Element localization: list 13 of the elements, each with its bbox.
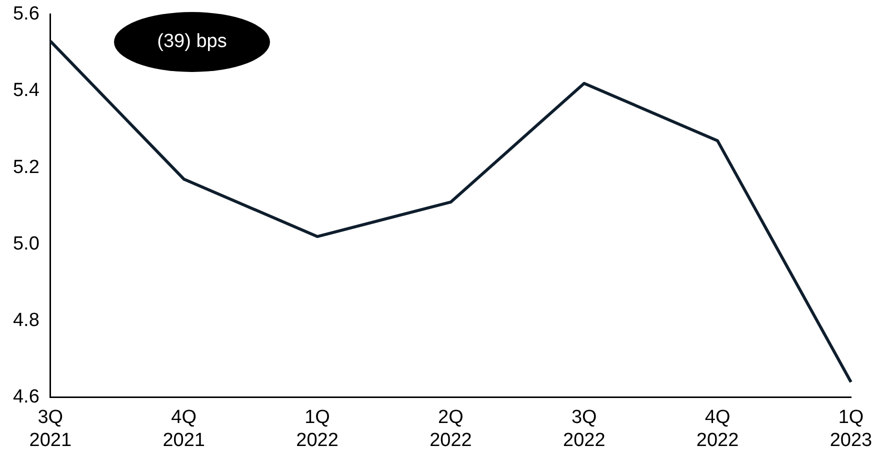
x-tick-label: 1Q 2023 <box>830 407 872 451</box>
x-tick-label: 2Q 2022 <box>430 407 472 451</box>
y-tick-label: 4.6 <box>12 386 40 408</box>
y-tick-label: 5.0 <box>12 233 40 254</box>
y-tick-label: 5.2 <box>12 156 40 178</box>
x-tick-label: 3Q 2021 <box>29 407 72 451</box>
x-tick-label: 3Q 2022 <box>562 407 606 451</box>
y-tick-label: 5.6 <box>12 4 40 25</box>
y-tick-label: 4.8 <box>12 310 40 332</box>
x-tick-label: 4Q 2022 <box>696 407 739 451</box>
x-tick-label: 4Q 2021 <box>162 407 205 451</box>
x-tick-label: 1Q 2022 <box>296 407 338 451</box>
y-tick-label: 5.4 <box>12 80 40 102</box>
